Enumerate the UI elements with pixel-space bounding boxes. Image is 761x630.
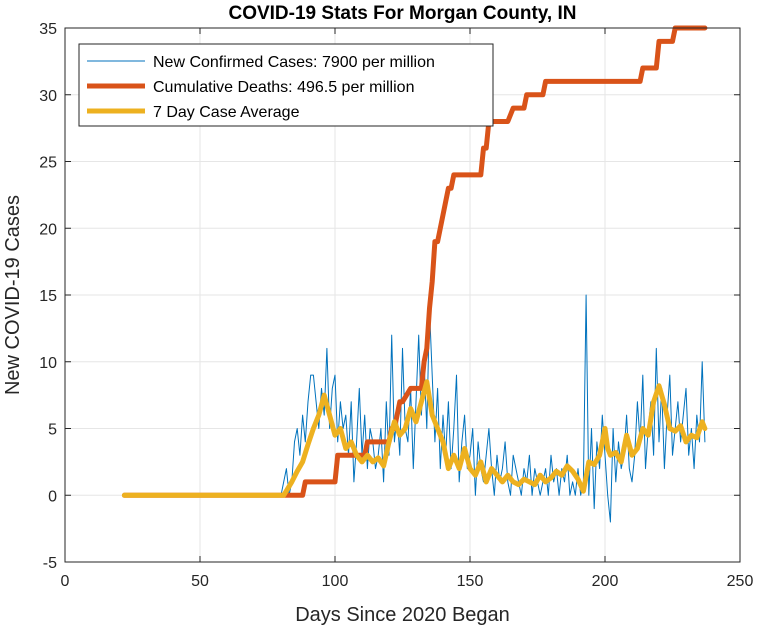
y-tick-label: 10 [39,355,57,372]
legend: New Confirmed Cases: 7900 per million Cum… [78,43,494,127]
series-line-avg [121,379,708,498]
y-tick-label: 20 [39,221,57,238]
x-tick-label: 200 [592,573,619,590]
chart-title: COVID-19 Stats For Morgan County, IN [228,3,576,24]
x-tick-label: 0 [61,573,70,590]
x-axis-label: Days Since 2020 Began [295,604,510,626]
y-tick-label: 30 [39,88,57,105]
legend-box [78,43,494,127]
series-layer [121,25,708,523]
y-tick-label: 25 [39,155,57,172]
x-tick-label: 150 [457,573,484,590]
legend-entry-deaths: Cumulative Deaths: 496.5 per million [153,79,414,96]
legend-entry-avg: 7 Day Case Average [153,104,300,121]
y-tick-label: 35 [39,21,57,38]
legend-entry-new_cases: New Confirmed Cases: 7900 per million [153,54,435,71]
y-tick-label: 0 [48,488,57,505]
x-tick-label: 100 [322,573,349,590]
y-tick-label: -5 [43,555,57,572]
y-axis-label: New COVID-19 Cases [2,195,24,395]
x-tick-label: 250 [727,573,754,590]
y-tick-label: 5 [48,422,57,439]
x-tick-label: 50 [191,573,209,590]
y-tick-label: 15 [39,288,57,305]
